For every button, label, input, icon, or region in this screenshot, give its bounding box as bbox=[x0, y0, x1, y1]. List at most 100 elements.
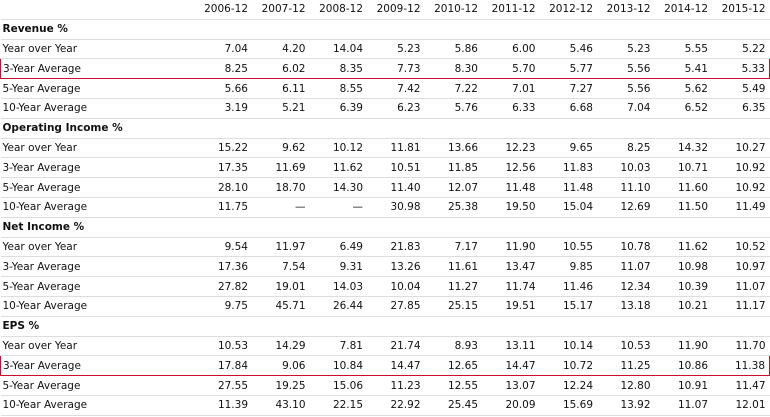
value-cell: 19.01 bbox=[252, 276, 310, 297]
value-cell: 5.62 bbox=[654, 78, 712, 99]
value-cell: 10.71 bbox=[654, 157, 712, 179]
row-label: 10-Year Average bbox=[0, 197, 195, 218]
value-cell: 6.00 bbox=[482, 39, 540, 60]
value-cell: 8.55 bbox=[309, 78, 367, 99]
data-row: 10-Year Average 9.75 45.71 26.44 27.85 25.15 1… bbox=[0, 296, 770, 317]
value-cell: 25.15 bbox=[424, 296, 482, 317]
value-cell: 17.35 bbox=[194, 157, 252, 179]
value-cell: 10.27 bbox=[712, 138, 770, 159]
value-cell: 14.29 bbox=[252, 336, 310, 357]
value-cell: 12.23 bbox=[482, 138, 540, 159]
section-title: Net Income % bbox=[0, 217, 195, 238]
row-label: 3-Year Average bbox=[0, 256, 195, 278]
data-row: Year over Year 7.04 4.20 14.04 5.23 5.86 6.00 5… bbox=[0, 39, 770, 60]
column-header: 2013-12 bbox=[597, 0, 655, 20]
value-cell: 11.23 bbox=[367, 375, 425, 396]
row-label: Year over Year bbox=[0, 336, 195, 357]
value-cell: 7.01 bbox=[482, 78, 540, 99]
value-cell: 10.12 bbox=[309, 138, 367, 159]
empty-cell bbox=[367, 19, 425, 40]
value-cell: 13.07 bbox=[482, 375, 540, 396]
value-cell: 11.46 bbox=[539, 276, 597, 297]
value-cell: 12.69 bbox=[597, 197, 655, 218]
value-cell: 5.70 bbox=[482, 58, 540, 80]
value-cell: 9.75 bbox=[194, 296, 252, 317]
column-header: 2007-12 bbox=[252, 0, 310, 20]
value-cell: 14.47 bbox=[482, 355, 540, 377]
data-row: 3-Year Average 17.36 7.54 9.31 13.26 11.61 13.… bbox=[0, 256, 770, 278]
row-label: 5-Year Average bbox=[0, 78, 195, 99]
value-cell: 5.86 bbox=[424, 39, 482, 60]
value-cell: 18.70 bbox=[252, 177, 310, 198]
empty-cell bbox=[309, 118, 367, 139]
section-row: Net Income % bbox=[0, 217, 770, 238]
value-cell: 9.65 bbox=[539, 138, 597, 159]
value-cell: 11.49 bbox=[712, 197, 770, 218]
section-title: EPS % bbox=[0, 316, 195, 337]
value-cell: 22.92 bbox=[367, 395, 425, 416]
empty-cell bbox=[424, 118, 482, 139]
data-row: Year over Year 9.54 11.97 6.49 21.83 7.17 11.9… bbox=[0, 237, 770, 258]
empty-cell bbox=[654, 19, 712, 40]
value-cell: 10.55 bbox=[539, 237, 597, 258]
value-cell: 11.50 bbox=[654, 197, 712, 218]
value-cell: 11.90 bbox=[654, 336, 712, 357]
value-cell: 13.11 bbox=[482, 336, 540, 357]
value-cell: 19.51 bbox=[482, 296, 540, 317]
value-cell: 7.17 bbox=[424, 237, 482, 258]
value-cell: 7.04 bbox=[194, 39, 252, 60]
value-cell: 15.06 bbox=[309, 375, 367, 396]
value-cell: 43.10 bbox=[252, 395, 310, 416]
value-cell: 5.33 bbox=[712, 58, 770, 80]
value-cell: 14.04 bbox=[309, 39, 367, 60]
value-cell: 6.02 bbox=[252, 58, 310, 80]
row-label: 10-Year Average bbox=[0, 296, 195, 317]
value-cell: 7.22 bbox=[424, 78, 482, 99]
value-cell: 12.01 bbox=[712, 395, 770, 416]
value-cell: 6.49 bbox=[309, 237, 367, 258]
value-cell: 4.20 bbox=[252, 39, 310, 60]
value-cell: 15.69 bbox=[539, 395, 597, 416]
value-cell: 27.55 bbox=[194, 375, 252, 396]
value-cell: 5.46 bbox=[539, 39, 597, 60]
value-cell: 13.18 bbox=[597, 296, 655, 317]
empty-cell bbox=[597, 19, 655, 40]
value-cell: 9.85 bbox=[539, 256, 597, 278]
row-label: 3-Year Average bbox=[0, 355, 195, 377]
value-cell: 8.25 bbox=[597, 138, 655, 159]
value-cell: 21.74 bbox=[367, 336, 425, 357]
value-cell: 6.33 bbox=[482, 98, 540, 119]
value-cell: 11.39 bbox=[194, 395, 252, 416]
empty-cell bbox=[654, 217, 712, 238]
value-cell: 5.41 bbox=[654, 58, 712, 80]
empty-cell bbox=[252, 19, 310, 40]
empty-cell bbox=[252, 217, 310, 238]
data-row: 3-Year Average 8.25 6.02 8.35 7.73 8.30 5.70 5.… bbox=[0, 58, 770, 80]
value-cell: 7.54 bbox=[252, 256, 310, 278]
value-cell: 10.04 bbox=[367, 276, 425, 297]
empty-cell bbox=[597, 316, 655, 337]
value-cell: 7.73 bbox=[367, 58, 425, 80]
value-cell: 10.03 bbox=[597, 157, 655, 179]
empty-cell bbox=[712, 118, 770, 139]
column-header: 2009-12 bbox=[367, 0, 425, 20]
value-cell: 12.55 bbox=[424, 375, 482, 396]
value-cell: 5.23 bbox=[597, 39, 655, 60]
value-cell: 10.21 bbox=[654, 296, 712, 317]
value-cell: 15.22 bbox=[194, 138, 252, 159]
section-row: Revenue % bbox=[0, 19, 770, 40]
value-cell: 13.47 bbox=[482, 256, 540, 278]
empty-cell bbox=[194, 19, 252, 40]
value-cell: 9.54 bbox=[194, 237, 252, 258]
empty-cell bbox=[252, 118, 310, 139]
value-cell: 11.85 bbox=[424, 157, 482, 179]
row-label: 3-Year Average bbox=[0, 157, 195, 179]
value-cell: 10.14 bbox=[539, 336, 597, 357]
value-cell: 7.42 bbox=[367, 78, 425, 99]
value-cell: 11.75 bbox=[194, 197, 252, 218]
row-label: 5-Year Average bbox=[0, 276, 195, 297]
value-cell: 19.25 bbox=[252, 375, 310, 396]
column-header: 2006-12 bbox=[194, 0, 252, 20]
row-label: 10-Year Average bbox=[0, 395, 195, 416]
